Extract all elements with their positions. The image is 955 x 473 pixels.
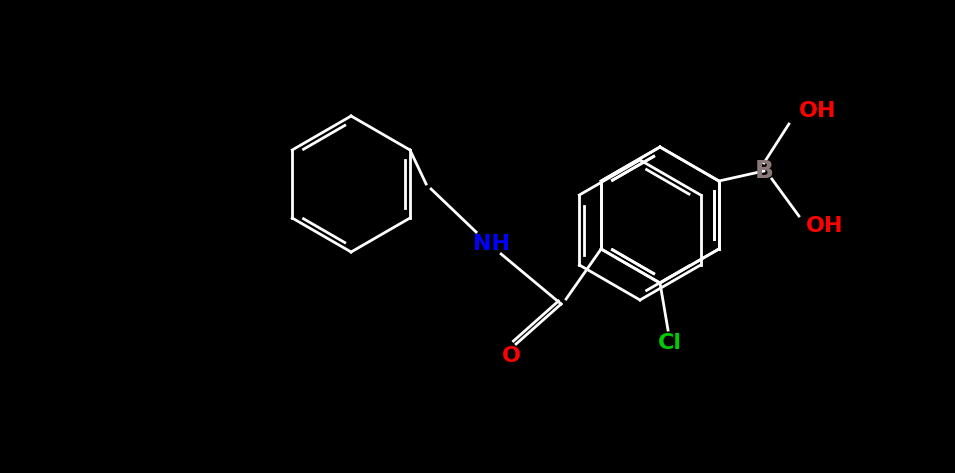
Text: Cl: Cl [658,333,682,353]
Text: O: O [501,346,520,366]
Text: NH: NH [473,234,510,254]
Text: B: B [754,159,774,183]
Text: OH: OH [799,101,837,121]
Text: OH: OH [806,216,843,236]
